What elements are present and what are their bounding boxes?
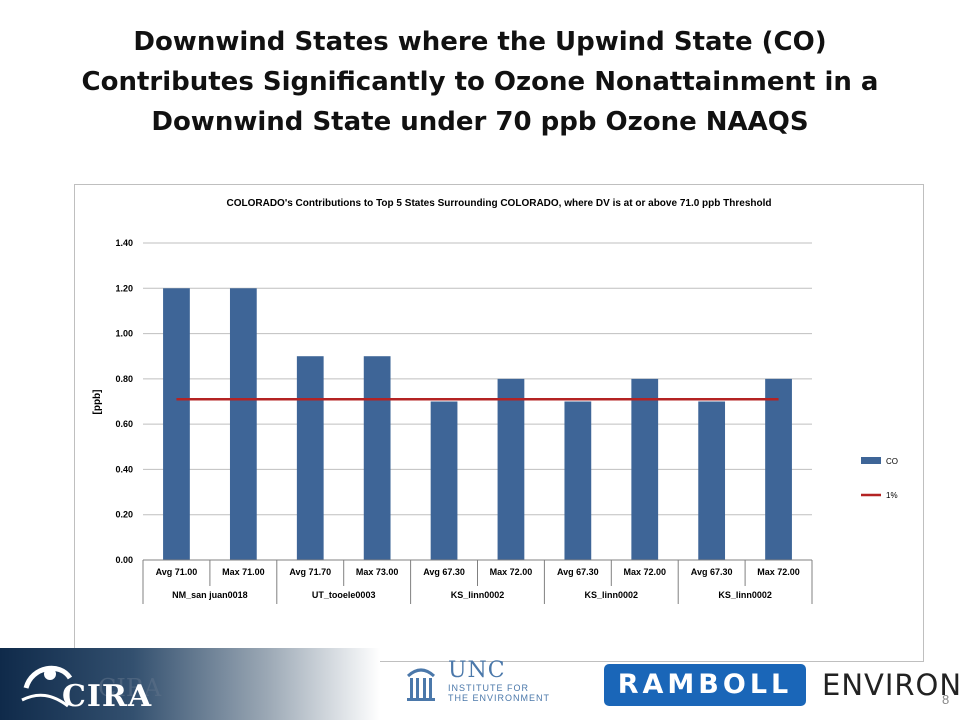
- x-group-label: KS_linn0002: [585, 590, 639, 600]
- legend: CO 1%: [861, 457, 898, 500]
- x-group-label: NM_san juan0018: [172, 590, 248, 600]
- x-group-label: KS_linn0002: [451, 590, 505, 600]
- cira-logo-band: [0, 648, 380, 720]
- unc-sub-line-1: INSTITUTE FOR: [448, 683, 529, 693]
- legend-swatch-co: [861, 457, 881, 464]
- x-category-label: Avg 71.00: [156, 567, 198, 577]
- chart-title: COLORADO's Contributions to Top 5 States…: [226, 198, 771, 209]
- cira-ghost-text: CIRA: [98, 674, 162, 702]
- unc-sub-line-2: THE ENVIRONMENT: [448, 693, 551, 703]
- y-tick-label: 0.00: [115, 555, 133, 565]
- legend-label-co: CO: [886, 457, 898, 466]
- x-category-label: Max 72.00: [757, 567, 800, 577]
- y-tick-label: 1.00: [115, 329, 133, 339]
- x-category-label: Max 72.00: [490, 567, 533, 577]
- title-line-1: Downwind States where the Upwind State (…: [133, 27, 827, 57]
- bars: [163, 288, 792, 560]
- unc-well-icon: [406, 668, 436, 701]
- legend-label-threshold: 1%: [886, 491, 898, 500]
- bar-8: [631, 378, 659, 560]
- y-tick-label: 1.40: [115, 238, 133, 248]
- bar-chart: COLORADO's Contributions to Top 5 States…: [92, 198, 898, 604]
- cira-swirl-icon: [21, 665, 73, 708]
- x-group-label: UT_tooele0003: [312, 590, 376, 600]
- x-group-label: KS_linn0002: [718, 590, 772, 600]
- y-tick-label: 0.60: [115, 419, 133, 429]
- x-axis: Avg 71.00 Max 71.00 Avg 71.70 Max 73.00 Avg …: [142, 559, 813, 604]
- ramboll-logo: RAMBOLL: [604, 664, 806, 706]
- y-tick-labels: 0.00 0.20 0.40 0.60 0.80 1.00 1.20 1.40: [115, 238, 133, 565]
- bar-9: [698, 401, 726, 560]
- title-line-2: Contributes Significantly to Ozone Nonat…: [81, 67, 879, 97]
- unc-logo-subtitle: INSTITUTE FOR THE ENVIRONMENT: [448, 683, 550, 703]
- x-category-label: Max 72.00: [623, 567, 666, 577]
- bar-3: [296, 356, 324, 560]
- x-category-label: Max 73.00: [356, 567, 399, 577]
- bar-10: [765, 378, 792, 560]
- x-category-label: Avg 67.30: [557, 567, 599, 577]
- bar-5: [430, 401, 458, 560]
- unc-logo-title: UNC: [448, 658, 506, 683]
- page-number: 8: [942, 692, 950, 707]
- bar-1: [163, 288, 190, 560]
- x-category-label: Avg 71.70: [289, 567, 331, 577]
- bar-7: [564, 401, 592, 560]
- chart-container: COLORADO's Contributions to Top 5 States…: [74, 184, 924, 662]
- cira-logo-text: CIRA: [62, 679, 153, 714]
- x-category-label: Max 71.00: [222, 567, 265, 577]
- y-tick-label: 0.80: [115, 374, 133, 384]
- bar-4: [363, 356, 391, 560]
- slide-title: Downwind States where the Upwind State (…: [0, 22, 960, 142]
- y-tick-label: 0.20: [115, 510, 133, 520]
- title-line-3: Downwind State under 70 ppb Ozone NAAQS: [151, 107, 809, 137]
- y-tick-label: 0.40: [115, 464, 133, 474]
- bar-6: [497, 378, 525, 560]
- bar-2: [229, 288, 257, 560]
- environ-logo: ENVIRON: [822, 668, 960, 702]
- y-tick-label: 1.20: [115, 283, 133, 293]
- y-axis-label: [ppb]: [92, 390, 103, 415]
- x-category-label: Avg 67.30: [691, 567, 733, 577]
- x-category-label: Avg 67.30: [423, 567, 465, 577]
